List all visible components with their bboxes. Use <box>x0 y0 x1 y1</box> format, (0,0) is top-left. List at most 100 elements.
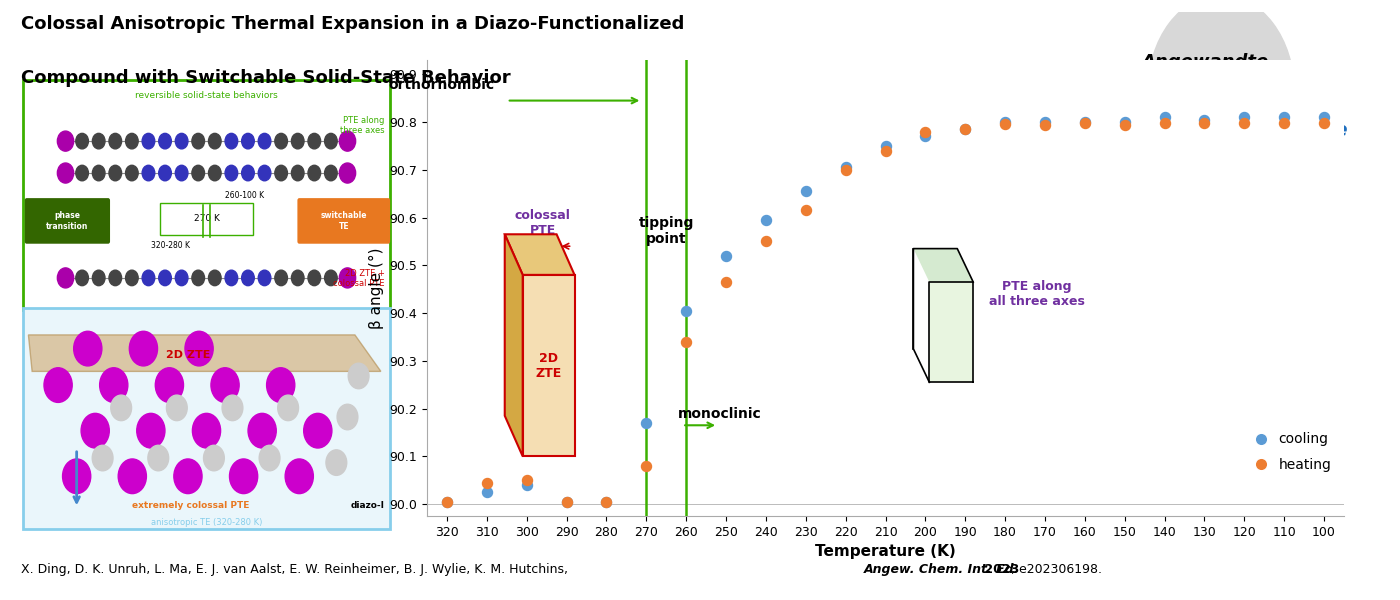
cooling <box>914 131 937 141</box>
cooling <box>1113 117 1135 127</box>
Circle shape <box>81 413 109 448</box>
Circle shape <box>109 133 122 149</box>
Text: anisotropic TE (320-280 K): anisotropic TE (320-280 K) <box>151 518 262 527</box>
Legend: cooling, heating: cooling, heating <box>1242 427 1337 477</box>
Text: Angew. Chem. Int. Ed.: Angew. Chem. Int. Ed. <box>864 563 1019 576</box>
Circle shape <box>258 165 270 181</box>
Circle shape <box>277 395 298 421</box>
FancyBboxPatch shape <box>22 80 391 310</box>
Circle shape <box>167 395 188 421</box>
Polygon shape <box>913 248 973 282</box>
cooling <box>834 163 857 172</box>
Circle shape <box>175 270 188 286</box>
Text: orthorhombic: orthorhombic <box>389 79 494 92</box>
cooling <box>675 306 697 316</box>
Text: tipping
point: tipping point <box>638 216 694 246</box>
heating <box>675 337 697 347</box>
Circle shape <box>242 165 255 181</box>
Circle shape <box>291 270 304 286</box>
heating <box>1313 118 1336 128</box>
Circle shape <box>209 270 221 286</box>
Circle shape <box>325 270 337 286</box>
cooling <box>595 497 617 506</box>
Text: 270 K: 270 K <box>193 214 220 223</box>
Circle shape <box>242 133 255 149</box>
Text: 260-100 K: 260-100 K <box>225 191 265 200</box>
Circle shape <box>225 165 238 181</box>
Circle shape <box>57 131 74 151</box>
Y-axis label: β angle (°): β angle (°) <box>368 247 384 329</box>
Circle shape <box>158 165 171 181</box>
Circle shape <box>304 413 332 448</box>
heating <box>556 497 578 506</box>
Circle shape <box>174 459 202 494</box>
cooling <box>515 480 538 490</box>
Circle shape <box>192 413 221 448</box>
heating <box>1113 121 1135 130</box>
Circle shape <box>109 270 122 286</box>
Circle shape <box>248 413 276 448</box>
Circle shape <box>109 165 122 181</box>
Circle shape <box>266 368 295 403</box>
Circle shape <box>143 165 155 181</box>
Circle shape <box>76 165 88 181</box>
Circle shape <box>308 133 321 149</box>
Text: switchable
TE: switchable TE <box>321 211 367 230</box>
cooling <box>755 215 777 225</box>
Circle shape <box>74 331 102 366</box>
heating <box>874 146 897 155</box>
Text: 2D ZTE: 2D ZTE <box>165 350 210 361</box>
heating <box>1033 121 1056 130</box>
Circle shape <box>92 270 105 286</box>
heating <box>1154 118 1176 128</box>
cooling <box>1033 117 1056 127</box>
Circle shape <box>349 363 370 389</box>
Circle shape <box>143 270 155 286</box>
heating <box>1233 118 1256 128</box>
cooling <box>636 418 658 428</box>
Circle shape <box>308 165 321 181</box>
Circle shape <box>258 270 270 286</box>
Circle shape <box>325 133 337 149</box>
Polygon shape <box>505 234 522 457</box>
Polygon shape <box>930 282 973 382</box>
Circle shape <box>259 445 280 471</box>
Text: 2D ZTE +
colossal PTE: 2D ZTE + colossal PTE <box>333 269 385 288</box>
Circle shape <box>158 133 171 149</box>
Circle shape <box>339 163 356 183</box>
heating <box>795 206 818 215</box>
Text: Compound with Switchable Solid-State Behavior: Compound with Switchable Solid-State Beh… <box>21 69 511 87</box>
Circle shape <box>185 331 213 366</box>
heating <box>755 236 777 246</box>
Circle shape <box>337 404 358 430</box>
heating <box>1193 118 1215 128</box>
heating <box>914 127 937 136</box>
X-axis label: Temperature (K): Temperature (K) <box>815 544 956 559</box>
Text: Colossal Anisotropic Thermal Expansion in a Diazo-Functionalized: Colossal Anisotropic Thermal Expansion i… <box>21 15 685 33</box>
cooling <box>556 497 578 506</box>
Circle shape <box>63 459 91 494</box>
Text: Chemie: Chemie <box>1266 121 1348 140</box>
Circle shape <box>325 165 337 181</box>
cooling <box>795 187 818 196</box>
Circle shape <box>43 368 73 403</box>
Text: phase
transition: phase transition <box>46 211 88 230</box>
Circle shape <box>111 395 132 421</box>
Text: colossal
PTE: colossal PTE <box>515 209 571 236</box>
Circle shape <box>143 133 155 149</box>
Circle shape <box>326 450 347 475</box>
cooling <box>953 124 976 134</box>
Circle shape <box>76 270 88 286</box>
heating <box>1273 118 1295 128</box>
Circle shape <box>308 270 321 286</box>
Circle shape <box>274 133 287 149</box>
FancyBboxPatch shape <box>160 203 253 235</box>
Circle shape <box>126 133 139 149</box>
heating <box>953 124 976 134</box>
Text: monoclinic: monoclinic <box>678 407 762 421</box>
Circle shape <box>126 165 139 181</box>
cooling <box>874 141 897 151</box>
Polygon shape <box>505 234 574 275</box>
cooling <box>1273 112 1295 122</box>
Text: Angewandte: Angewandte <box>1141 53 1268 71</box>
